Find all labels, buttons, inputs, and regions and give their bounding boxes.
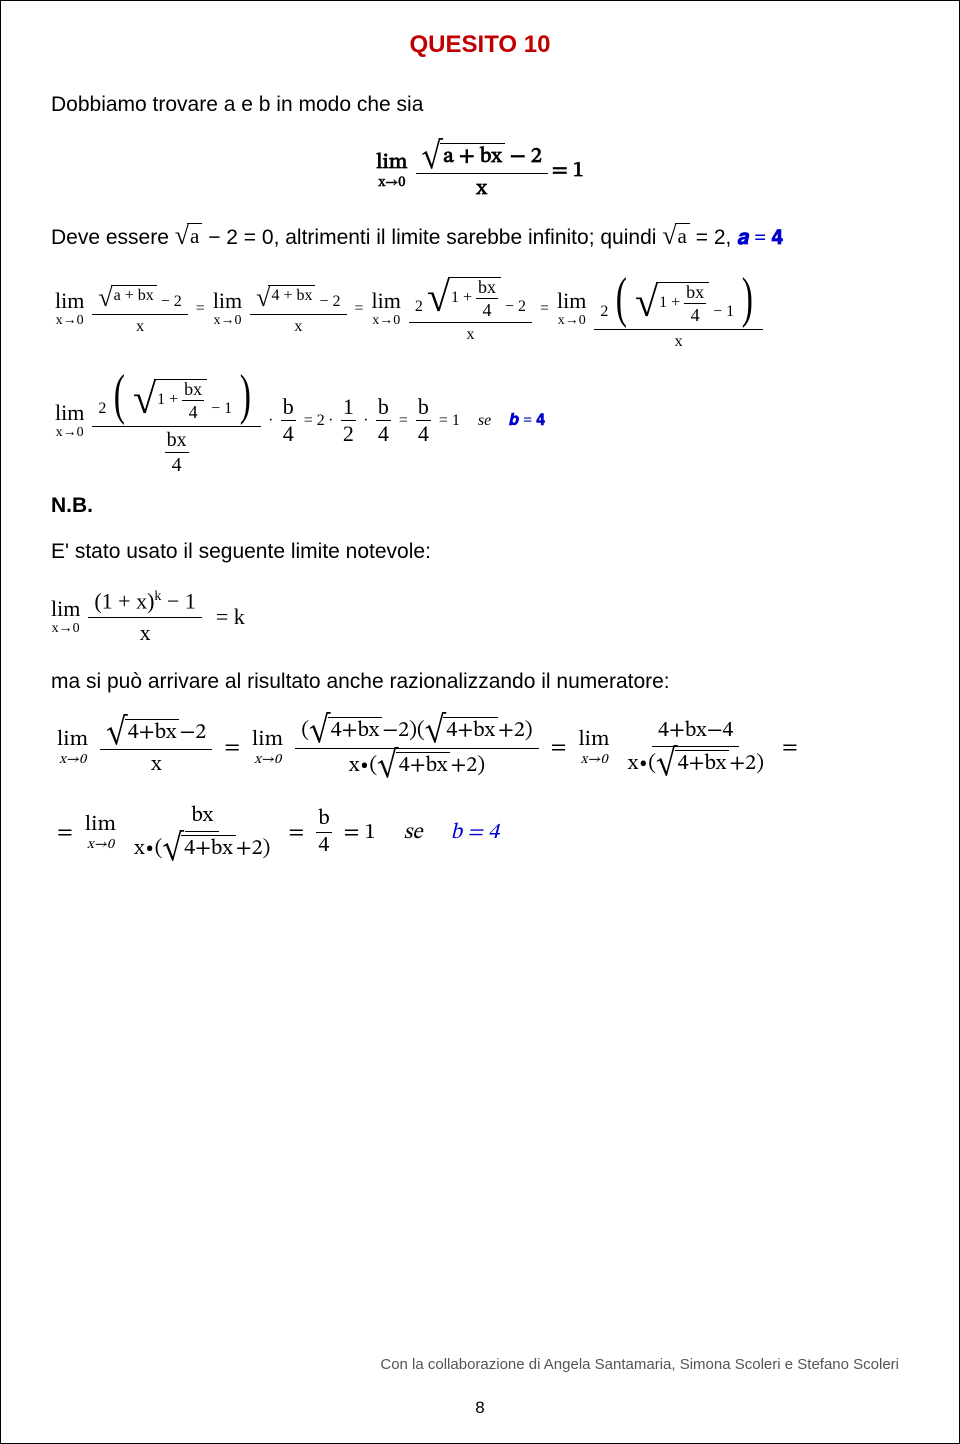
lim-c1-4: limx→0 — [557, 290, 586, 328]
dot-1: ∙ — [269, 412, 273, 430]
chain-1: limx→0 √a + bx − 2 x = limx→0 √4 + bx − … — [51, 268, 909, 352]
deve-pre: Deve essere — [51, 226, 175, 249]
eq-r2: = — [551, 734, 567, 762]
notable-limit: limx→0 (1 + x)k − 1 x = k — [51, 587, 909, 646]
b-over-4-c: b4 — [416, 396, 431, 445]
deve-essere-line: Deve essere √a − 2 = 0, altrimenti il li… — [51, 222, 909, 254]
eq3: = — [540, 300, 549, 318]
frac-c2-main: 2 ( √1 + bx4 − 1 ) bx4 — [92, 365, 260, 476]
deve-post1: = 2, — [696, 226, 737, 249]
page-number: 8 — [475, 1398, 484, 1418]
eq-r1: = — [224, 734, 240, 762]
raz-intro: ma si può arrivare al risultato anche ra… — [51, 666, 909, 698]
eq-lead: = — [57, 819, 73, 847]
raz-chain-line2: = limx→0 bx x∙(√4+bx+2) = b4 = 1 se b = … — [51, 798, 909, 868]
frac-c1-2: √4 + bx − 2 x — [250, 283, 346, 337]
eq-one-final: = 1 — [344, 819, 376, 847]
lim-c1-3: limx→0 — [372, 290, 401, 328]
frac-c1-4: 2 ( √1 + bx4 − 1 ) x — [594, 268, 762, 352]
b-over-4-final: b4 — [316, 808, 331, 857]
se-word-2: se — [404, 819, 423, 847]
main-frac: √a + bx − 2 x — [416, 141, 548, 203]
eq-k: = k — [216, 604, 245, 630]
lim-c2: limx→0 — [55, 402, 84, 440]
one-half: 12 — [341, 396, 356, 445]
nb-text: E' stato usato il seguente limite notevo… — [51, 536, 909, 568]
main-limit: lim x→0 √a + bx − 2 x = 1 — [51, 141, 909, 203]
eq-2half: = 2 ∙ — [304, 412, 333, 430]
nb-label: N.B. — [51, 490, 909, 522]
se-word-1: se — [478, 412, 491, 430]
lim-sub: x→0 — [378, 176, 405, 190]
frac-r1: √4+bx−2 x — [100, 717, 212, 779]
lim-r1: limx→0 — [57, 729, 88, 767]
intro-text: Dobbiamo trovare a e b in modo che sia — [51, 89, 909, 121]
sqrt-a-bx: √a + bx — [422, 143, 505, 170]
lim-r3: limx→0 — [578, 729, 609, 767]
rad-a2: a — [675, 223, 690, 249]
b-equals-4-final: b = 4 — [450, 819, 499, 847]
frac-r4: bx x∙(√4+bx+2) — [128, 802, 276, 864]
eq-one-c2: = 1 — [439, 412, 460, 430]
minus-2: − 2 — [510, 146, 542, 168]
lim-word: lim — [376, 152, 407, 174]
lim-nl: limx→0 — [51, 598, 80, 636]
a-equals-4: 𝒂 = 𝟒 — [737, 225, 783, 249]
raz-chain: limx→0 √4+bx−2 x = limx→0 (√4+bx−2)(√4+b… — [51, 711, 909, 784]
eq-c2-3: = — [399, 412, 408, 430]
frac-r2: (√4+bx−2)(√4+bx+2) x∙(√4+bx+2) — [295, 715, 538, 780]
b-over-4-b: b4 — [376, 396, 391, 445]
frac-nl: (1 + x)k − 1 x — [88, 587, 201, 646]
deve-mid: − 2 = 0, altrimenti il limite sarebbe in… — [208, 226, 662, 249]
lim-block: lim x→0 — [376, 152, 407, 190]
lim-r2: limx→0 — [252, 729, 283, 767]
frac-r3: 4+bx−4 x∙(√4+bx+2) — [622, 717, 770, 779]
eq-b4: = — [288, 819, 304, 847]
b-equals-4-bold: 𝒃 = 𝟒 — [509, 412, 545, 430]
eq-trail: = — [782, 734, 798, 762]
chain-2: limx→0 2 ( √1 + bx4 − 1 ) bx4 ∙ b4 = 2 ∙… — [51, 365, 909, 476]
sqrt-a-2: √a — [662, 223, 690, 249]
eq-one: = 1 — [552, 157, 584, 185]
sqrt-a-1: √a — [175, 223, 203, 249]
eq2: = — [355, 300, 364, 318]
heading-quesito: QUESITO 10 — [51, 31, 909, 59]
eq1: = — [196, 300, 205, 318]
den-x: x — [470, 174, 493, 202]
lim-r4: limx→0 — [85, 814, 116, 852]
frac-c1-3: 2 √1 + bx4 − 2 x — [409, 275, 532, 345]
frac-c1-1: √a + bx − 2 x — [92, 283, 187, 337]
dot-2: ∙ — [364, 412, 368, 430]
page: QUESITO 10 Dobbiamo trovare a e b in mod… — [0, 0, 960, 1444]
radicand: a + bx — [440, 143, 505, 170]
lim-c1-2: limx→0 — [213, 290, 242, 328]
lim-c1-1: limx→0 — [55, 290, 84, 328]
b-over-4-a: b4 — [281, 396, 296, 445]
rad-a1: a — [187, 223, 202, 249]
footer-credit: Con la collaborazione di Angela Santamar… — [380, 1356, 899, 1373]
